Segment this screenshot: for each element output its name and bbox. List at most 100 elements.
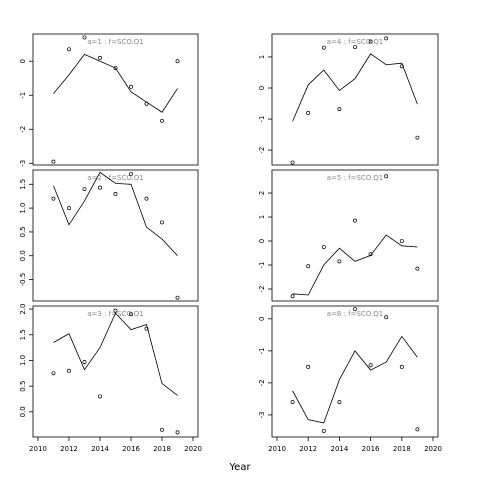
y-tick-label: 2.0 <box>19 304 27 315</box>
x-tick-label: 2020 <box>184 445 202 453</box>
y-tick-label: 0 <box>258 239 266 243</box>
observed-point <box>82 360 87 364</box>
observed-point <box>306 264 311 269</box>
y-tick-label: 0.5 <box>19 226 27 237</box>
y-tick-label: 1.5 <box>19 179 27 190</box>
x-tick-label: 2016 <box>362 445 380 453</box>
observed-point <box>51 159 56 164</box>
observed-point <box>98 394 102 399</box>
fit-line <box>292 335 418 424</box>
y-tick-label: -2 <box>258 379 266 386</box>
y-tick-label: 1 <box>258 55 266 59</box>
observed-point <box>67 47 71 52</box>
y-tick-label: 1.0 <box>19 203 27 214</box>
observed-point <box>129 171 133 176</box>
observed-point <box>51 371 56 376</box>
panel-title: a=2 : f=SCO.Q1 <box>87 174 144 182</box>
x-tick-label: 2018 <box>393 445 411 453</box>
observed-point <box>51 196 56 201</box>
x-tick-label: 2014 <box>330 445 348 453</box>
x-tick-label: 2010 <box>268 445 286 453</box>
panel-frame <box>271 169 439 302</box>
x-tick-label: 2012 <box>60 445 78 453</box>
observed-point <box>98 185 102 190</box>
observed-point <box>337 400 342 405</box>
observed-point <box>353 307 357 312</box>
y-tick-label: -0.5 <box>19 273 27 287</box>
observed-point <box>399 364 404 369</box>
panel-frame <box>32 305 199 438</box>
panel-frame <box>271 305 439 438</box>
observed-point <box>368 252 373 257</box>
observed-point <box>353 218 357 223</box>
x-tick-label: 2014 <box>91 445 109 453</box>
observed-point <box>175 59 180 64</box>
x-axis-label: Year <box>228 462 251 473</box>
observed-point <box>82 187 87 192</box>
observed-point <box>144 326 149 331</box>
observed-point <box>384 36 389 41</box>
observed-point <box>321 428 326 433</box>
panel-title: a=4 : f=SCO.Q1 <box>327 38 384 46</box>
observed-point <box>129 84 133 89</box>
observed-point <box>368 39 373 44</box>
observed-point <box>129 312 133 317</box>
observed-point <box>160 427 164 432</box>
observed-point <box>144 101 149 106</box>
observed-point <box>290 294 295 299</box>
panel-frame <box>32 169 199 302</box>
fit-line <box>53 171 178 257</box>
observed-point <box>67 206 71 211</box>
x-tick-label: 2010 <box>29 445 47 453</box>
observed-point <box>321 245 326 249</box>
x-tick-label: 2018 <box>153 445 171 453</box>
x-tick-label: 2020 <box>424 445 442 453</box>
y-tick-label: 0.5 <box>19 381 27 392</box>
observed-point <box>175 430 180 435</box>
y-tick-label: 0 <box>258 317 266 321</box>
y-tick-label: 2 <box>258 191 266 195</box>
observed-point <box>113 66 118 70</box>
observed-point <box>368 363 373 368</box>
y-tick-label: -2 <box>258 286 266 293</box>
observed-point <box>144 196 149 201</box>
y-tick-label: -1 <box>258 116 266 123</box>
y-tick-label: 0.0 <box>19 406 27 417</box>
observed-point <box>175 295 180 300</box>
observed-point <box>353 45 357 49</box>
fit-line <box>53 312 178 396</box>
observed-point <box>113 191 118 196</box>
observed-point <box>384 174 389 179</box>
observed-point <box>306 364 311 369</box>
observed-point <box>113 308 118 313</box>
observed-point <box>415 266 420 271</box>
y-tick-label: 0 <box>19 59 27 63</box>
observed-point <box>399 239 404 243</box>
observed-point <box>67 368 71 373</box>
observed-point <box>337 259 342 264</box>
y-tick-label: 0 <box>258 86 266 90</box>
observed-point <box>415 427 420 432</box>
observed-point <box>160 220 164 225</box>
x-tick-label: 2016 <box>122 445 140 453</box>
observed-point <box>160 118 164 123</box>
fit-line <box>292 53 418 122</box>
y-tick-label: -3 <box>258 411 266 418</box>
panel-frame <box>32 33 199 166</box>
observed-point <box>98 55 102 60</box>
panel-title: a=6 : f=SCO.Q1 <box>327 310 384 318</box>
observed-point <box>399 64 404 69</box>
observed-point <box>306 110 311 115</box>
y-tick-label: -1 <box>19 92 27 99</box>
observed-point <box>321 45 326 50</box>
observed-point <box>290 160 295 165</box>
y-tick-label: -1 <box>258 262 266 269</box>
y-tick-label: -2 <box>258 147 266 154</box>
y-tick-label: -2 <box>19 126 27 133</box>
y-tick-label: -1 <box>258 347 266 354</box>
panel-title: a=5 : f=SCO.Q1 <box>327 174 384 182</box>
observed-point <box>290 400 295 405</box>
y-tick-label: 1 <box>258 215 266 219</box>
observed-point <box>337 107 342 112</box>
